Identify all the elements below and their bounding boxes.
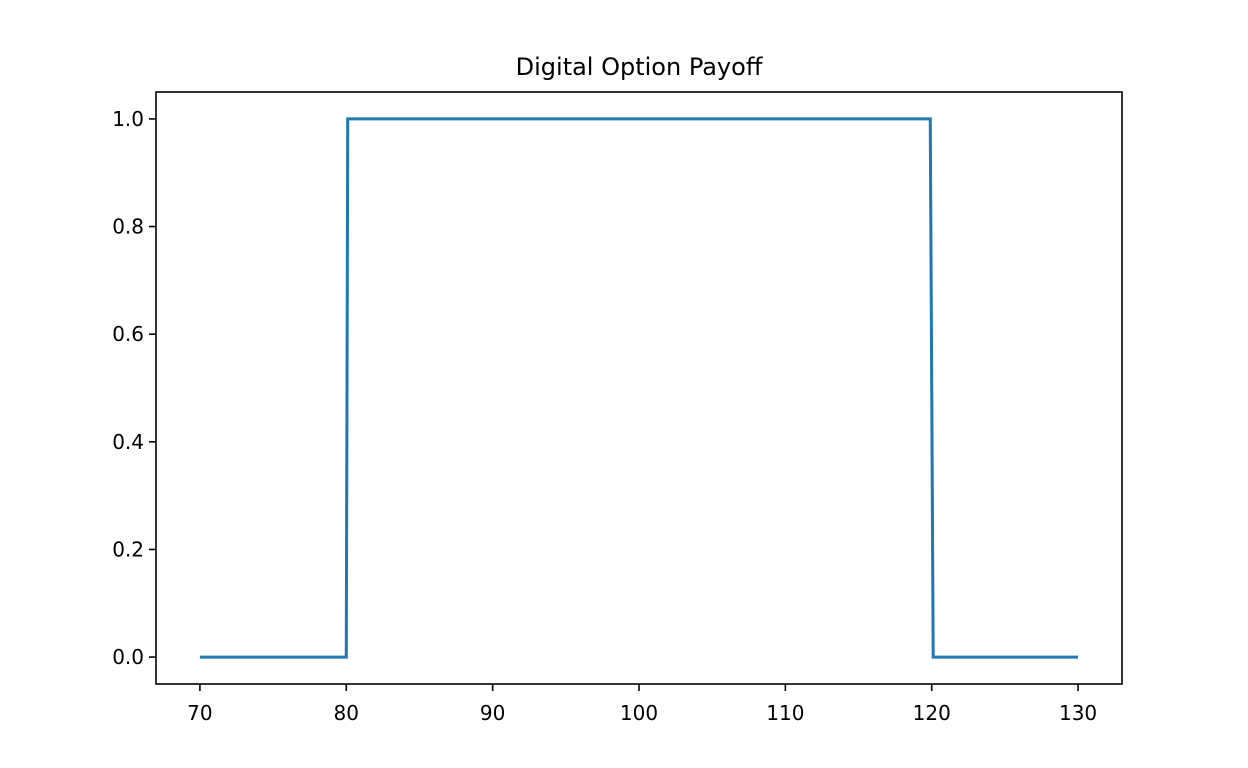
x-tick-label: 70 [187,701,212,725]
y-tick-label: 0.6 [112,322,144,346]
x-axis: 70 80 90 100 110 120 130 [187,684,1097,725]
x-tick-label: 120 [913,701,951,725]
y-tick-label: 1.0 [112,107,144,131]
x-tick-label: 90 [480,701,505,725]
x-tick-label: 130 [1059,701,1097,725]
y-axis: 0.0 0.2 0.4 0.6 0.8 1.0 [112,107,156,669]
y-tick-label: 0.8 [112,215,144,239]
axes-frame [155,91,1123,685]
y-tick-label: 0.4 [112,430,144,454]
payoff-series-line [199,117,1079,659]
plot-area [199,117,1079,659]
y-tick-label: 0.2 [112,537,144,561]
x-tick-label: 100 [620,701,658,725]
chart-title: Digital Option Payoff [516,53,763,81]
x-tick-label: 80 [334,701,359,725]
x-tick-label: 110 [766,701,804,725]
y-tick-label: 0.0 [112,645,144,669]
